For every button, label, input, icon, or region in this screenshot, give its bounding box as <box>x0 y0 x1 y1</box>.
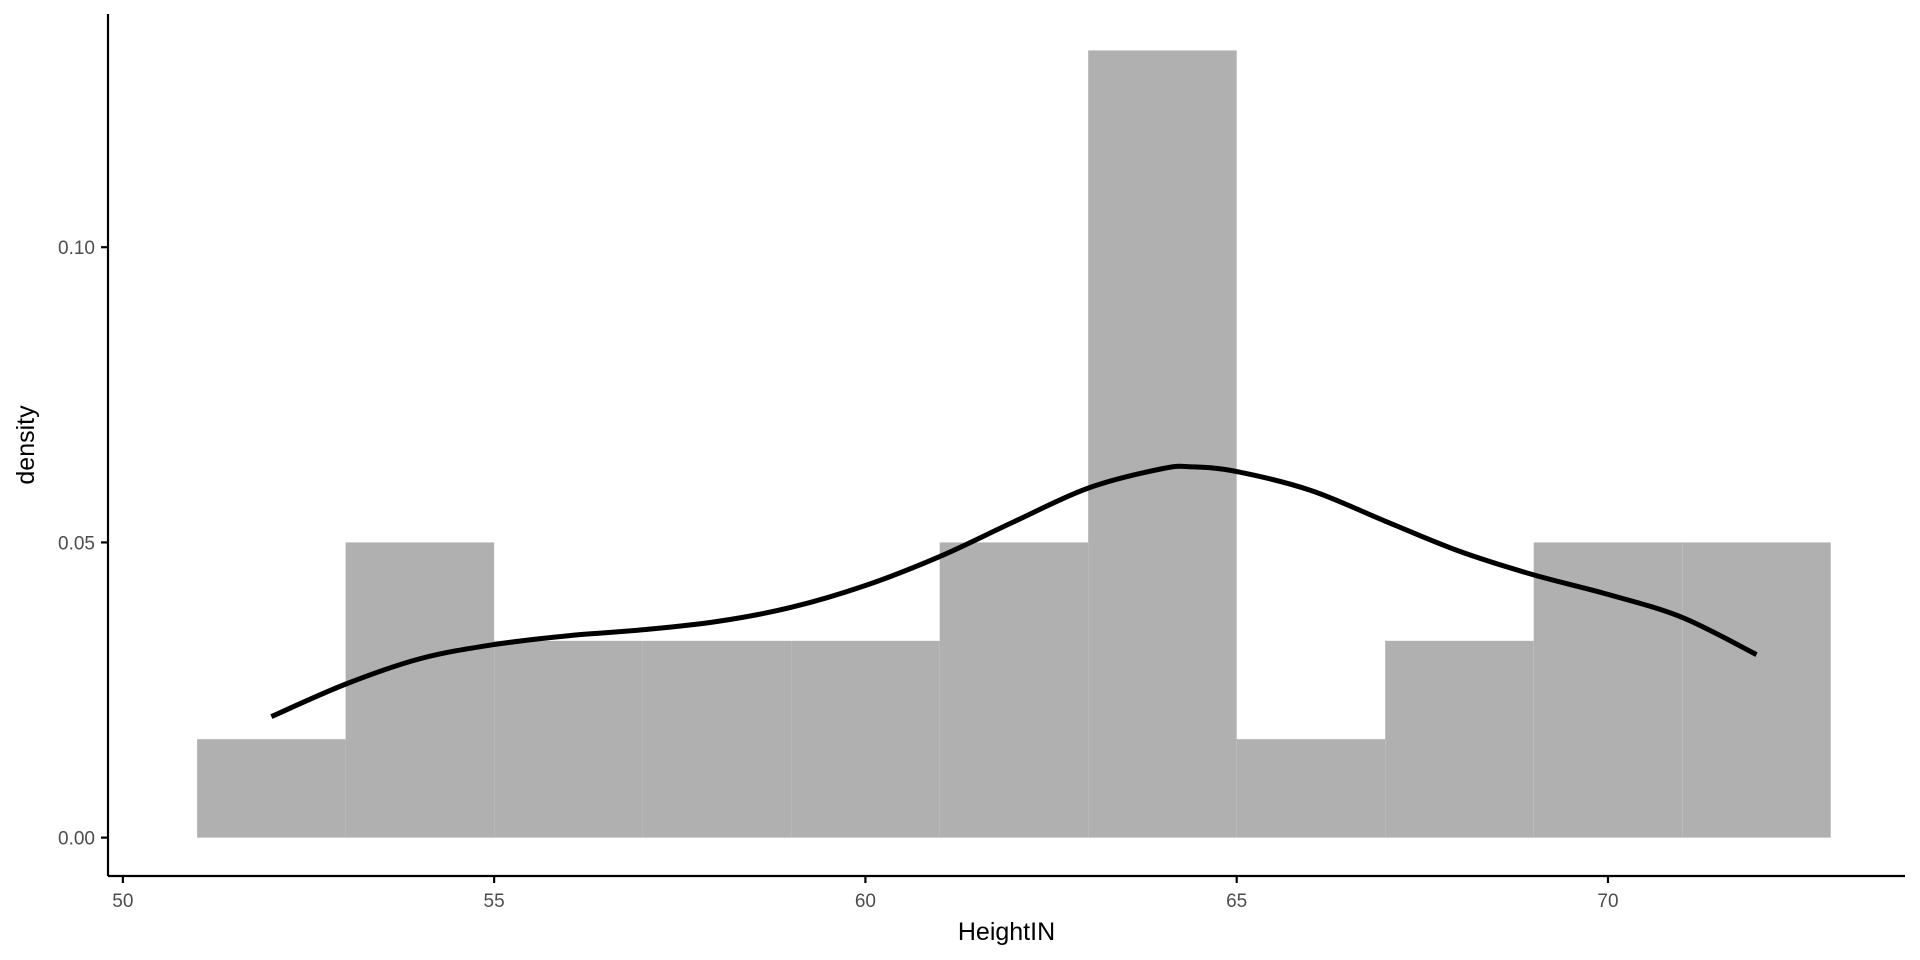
histogram-bar-4 <box>642 640 792 838</box>
histogram-bar-1 <box>197 739 346 838</box>
density-curve-layer <box>270 463 1758 719</box>
y-ticks: 0.00 0.05 0.10 <box>58 238 108 850</box>
axes-layer <box>106 14 1905 878</box>
x-tick-label-55: 55 <box>484 891 505 912</box>
histogram-bar-2 <box>345 542 495 838</box>
y-tick-label-0.05: 0.05 <box>58 533 95 554</box>
histogram-bar-3 <box>494 640 643 838</box>
bars-layer <box>197 50 1831 838</box>
histogram-bar-5 <box>791 640 940 838</box>
x-tick-label-65: 65 <box>1226 891 1247 912</box>
histogram-bar-10 <box>1533 542 1683 838</box>
x-tick-label-50: 50 <box>112 891 133 912</box>
histogram-bar-7 <box>1088 50 1237 838</box>
histogram-bar-11 <box>1682 542 1831 838</box>
x-tick-label-60: 60 <box>855 891 876 912</box>
y-tick-label-0.00: 0.00 <box>58 829 95 850</box>
histogram-bar-9 <box>1385 640 1534 838</box>
histogram-bar-8 <box>1236 739 1386 838</box>
density-curve <box>270 463 1758 719</box>
x-ticks: 50 55 60 65 70 <box>112 876 1619 912</box>
y-axis-title: density <box>12 405 40 485</box>
x-tick-label-70: 70 <box>1597 891 1618 912</box>
histogram-bar-6 <box>939 542 1089 838</box>
y-tick-label-0.10: 0.10 <box>58 238 95 259</box>
x-axis-title: HeightIN <box>958 918 1055 946</box>
